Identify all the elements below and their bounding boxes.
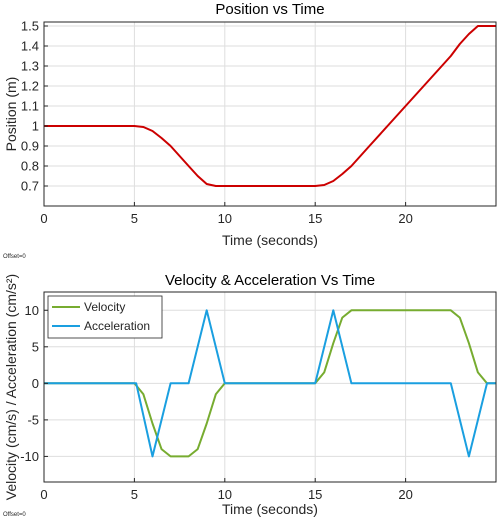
- x-tick-label: 20: [398, 487, 412, 502]
- y-tick-label: 1.5: [21, 19, 39, 34]
- legend: Velocity Acceleration: [47, 295, 163, 339]
- x-axis-label: Time (seconds): [222, 232, 318, 248]
- legend-label-velocity: Velocity: [84, 300, 125, 314]
- x-tick-label: 0: [40, 487, 47, 502]
- y-tick-label: 1: [32, 119, 39, 134]
- y-axis-label: Velocity (cm/s) / Acceleration (cm/s²): [3, 274, 19, 500]
- y-tick-label: 0.9: [21, 139, 39, 154]
- plot-frame: [43, 291, 497, 483]
- x-tick-label: 0: [40, 211, 47, 226]
- chart-title: Velocity & Acceleration Vs Time: [165, 272, 375, 289]
- x-tick-label: 15: [308, 211, 322, 226]
- y-tick-label: 0.8: [21, 159, 39, 174]
- x-tick-label: 10: [218, 211, 232, 226]
- tick-labels: 0 5 10 15 20 -10 -5 0 5 10: [20, 303, 413, 502]
- y-tick-label: 1.4: [21, 39, 39, 54]
- y-axis-label: Position (m): [3, 77, 19, 152]
- y-tick-label: 10: [25, 303, 39, 318]
- plot-frame: [43, 21, 497, 207]
- tick-labels: 0 5 10 15 20 0.7 0.8 0.9 1 1.1 1.2 1.3 1.4 1.5: [21, 19, 413, 227]
- y-tick-label: -10: [20, 449, 39, 464]
- y-tick-label: -5: [27, 412, 39, 427]
- velocity-acceleration-chart: Velocity & Acceleration Vs Time 0 5 10 15 20…: [3, 272, 497, 518]
- y-tick-label: 0: [32, 376, 39, 391]
- x-tick-label: 20: [398, 211, 412, 226]
- series-line-acceleration: [44, 309, 496, 458]
- x-tick-label: 5: [131, 487, 138, 502]
- series-group: [44, 309, 496, 458]
- series-group: [44, 25, 496, 187]
- x-tick-label: 10: [218, 487, 232, 502]
- offset-label: Offset=0: [3, 512, 26, 518]
- offset-label: Offset=0: [3, 254, 26, 260]
- legend-label-acceleration: Acceleration: [84, 319, 150, 333]
- y-tick-label: 1.2: [21, 79, 39, 94]
- x-tick-label: 5: [131, 211, 138, 226]
- legend-box: [47, 295, 163, 339]
- y-tick-label: 1.1: [21, 99, 39, 114]
- x-tick-label: 15: [308, 487, 322, 502]
- series-line-0: [44, 25, 496, 187]
- y-tick-label: 5: [32, 339, 39, 354]
- chart-title: Position vs Time: [215, 1, 324, 18]
- position-chart: Position vs Time 0 5 10 15 20 0.7 0.8 0.9 1 1.1 1.…: [3, 1, 497, 260]
- y-tick-label: 0.7: [21, 179, 39, 194]
- y-tick-label: 1.3: [21, 59, 39, 74]
- x-axis-label: Time (seconds): [222, 501, 318, 517]
